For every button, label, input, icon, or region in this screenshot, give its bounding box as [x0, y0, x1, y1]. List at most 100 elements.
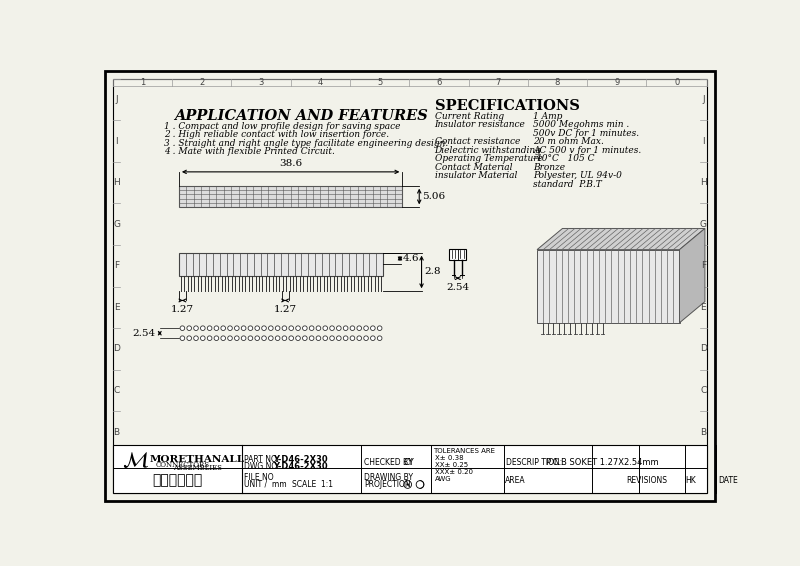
- Circle shape: [357, 336, 362, 341]
- Text: 4 . Mate with flexible Printed Circuit.: 4 . Mate with flexible Printed Circuit.: [163, 147, 334, 156]
- Text: B: B: [700, 428, 706, 436]
- Text: $\mathcal{M}$: $\mathcal{M}$: [122, 451, 150, 470]
- Text: 4: 4: [318, 484, 323, 494]
- Text: UNIT /  mm: UNIT / mm: [245, 480, 287, 489]
- Circle shape: [275, 336, 280, 341]
- Text: 5: 5: [377, 78, 382, 87]
- Text: I: I: [702, 136, 705, 145]
- Text: D: D: [700, 345, 707, 354]
- Text: AC 500 v for 1 minutes.: AC 500 v for 1 minutes.: [534, 146, 642, 155]
- Text: CHECKED BY: CHECKED BY: [364, 458, 412, 466]
- Text: 38.6: 38.6: [279, 159, 302, 168]
- Text: D: D: [113, 345, 120, 354]
- Text: 20 m ohm Max.: 20 m ohm Max.: [534, 138, 604, 147]
- Text: 0: 0: [674, 484, 679, 494]
- Text: 8: 8: [554, 484, 560, 494]
- Text: 3 . Straight and right angle type facilitate engineering design.: 3 . Straight and right angle type facili…: [163, 139, 448, 148]
- Text: 9: 9: [614, 78, 619, 87]
- Text: H: H: [114, 178, 120, 187]
- Text: AREA: AREA: [505, 476, 526, 485]
- Bar: [179, 253, 383, 276]
- Text: P.C.B SOKET 1.27X2.54mm: P.C.B SOKET 1.27X2.54mm: [546, 458, 659, 466]
- Text: C: C: [114, 386, 120, 395]
- Text: CONNECTORS: CONNECTORS: [155, 461, 210, 469]
- Circle shape: [221, 326, 226, 331]
- Polygon shape: [537, 250, 679, 323]
- Text: XX± 0.25: XX± 0.25: [434, 462, 468, 468]
- Text: 5.06: 5.06: [422, 192, 446, 201]
- Circle shape: [187, 326, 191, 331]
- Circle shape: [337, 336, 341, 341]
- Text: PART NO.: PART NO.: [245, 456, 279, 464]
- Bar: [450, 249, 466, 260]
- Text: DRAWING BY: DRAWING BY: [364, 473, 413, 482]
- Text: 2 . High reliable contact with low insertion force.: 2 . High reliable contact with low inser…: [163, 130, 389, 139]
- Circle shape: [248, 336, 253, 341]
- Circle shape: [282, 336, 286, 341]
- Circle shape: [316, 336, 321, 341]
- Circle shape: [201, 336, 205, 341]
- Bar: [179, 186, 402, 207]
- Circle shape: [350, 336, 354, 341]
- Text: Y-D46-2X30: Y-D46-2X30: [273, 462, 327, 471]
- Circle shape: [207, 326, 212, 331]
- Circle shape: [350, 326, 354, 331]
- Text: 8: 8: [554, 78, 560, 87]
- Text: XXX± 0.20: XXX± 0.20: [434, 469, 473, 475]
- Text: 2: 2: [199, 484, 204, 494]
- Text: 0: 0: [674, 78, 679, 87]
- Circle shape: [310, 326, 314, 331]
- Text: 2.54: 2.54: [133, 329, 156, 338]
- Text: SCALE  1:1: SCALE 1:1: [292, 480, 333, 489]
- Text: 500v DC for 1 minutes.: 500v DC for 1 minutes.: [534, 129, 639, 138]
- Circle shape: [248, 326, 253, 331]
- Text: PROJECTION: PROJECTION: [364, 480, 410, 489]
- Text: 6: 6: [436, 78, 442, 87]
- Text: DESCRIP TION:: DESCRIP TION:: [506, 458, 562, 466]
- Text: DATE: DATE: [718, 476, 738, 485]
- Circle shape: [180, 326, 185, 331]
- Text: 2.54: 2.54: [446, 283, 470, 291]
- Circle shape: [242, 326, 246, 331]
- Text: Current Rating: Current Rating: [434, 112, 504, 121]
- Text: 6: 6: [436, 484, 442, 494]
- Circle shape: [269, 336, 273, 341]
- Text: Y-D46-2X30: Y-D46-2X30: [273, 456, 327, 464]
- Circle shape: [275, 326, 280, 331]
- Circle shape: [323, 326, 327, 331]
- Text: Polyester, UL 94v-0: Polyester, UL 94v-0: [534, 171, 622, 180]
- Circle shape: [269, 326, 273, 331]
- Text: AWG: AWG: [434, 476, 451, 482]
- Circle shape: [228, 336, 232, 341]
- Text: Bronze: Bronze: [534, 163, 566, 171]
- Circle shape: [343, 326, 348, 331]
- Text: APPLICATION AND FEATURES: APPLICATION AND FEATURES: [174, 109, 427, 123]
- Text: 5000 Megohms min .: 5000 Megohms min .: [534, 121, 630, 130]
- Circle shape: [234, 326, 239, 331]
- Circle shape: [255, 336, 259, 341]
- Circle shape: [357, 326, 362, 331]
- Bar: [113, 445, 707, 493]
- Text: 7: 7: [495, 484, 501, 494]
- Text: E: E: [114, 303, 119, 312]
- Circle shape: [194, 326, 198, 331]
- Text: A: A: [114, 469, 120, 478]
- Circle shape: [289, 336, 294, 341]
- Text: G: G: [700, 220, 707, 229]
- Circle shape: [323, 336, 327, 341]
- Text: 1 Amp: 1 Amp: [534, 112, 562, 121]
- Text: Dielectric withstanding: Dielectric withstanding: [434, 146, 542, 155]
- Circle shape: [370, 326, 375, 331]
- Circle shape: [330, 326, 334, 331]
- Circle shape: [201, 326, 205, 331]
- Text: 1.27: 1.27: [274, 305, 297, 314]
- Text: 2.8: 2.8: [424, 268, 440, 276]
- Text: 2: 2: [199, 78, 204, 87]
- Circle shape: [289, 326, 294, 331]
- Circle shape: [364, 336, 368, 341]
- Text: -40°C   105 C: -40°C 105 C: [534, 155, 594, 163]
- Text: FILE NO: FILE NO: [245, 473, 274, 482]
- Circle shape: [214, 336, 218, 341]
- Text: 1.27: 1.27: [171, 305, 194, 314]
- Circle shape: [207, 336, 212, 341]
